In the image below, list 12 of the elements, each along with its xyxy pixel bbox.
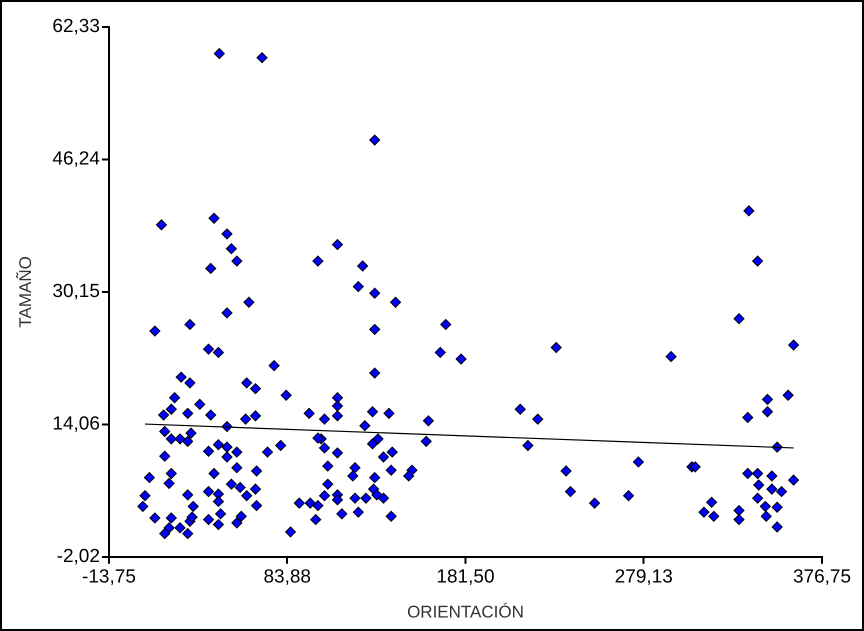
x-tick-label: 181,50 xyxy=(436,566,495,588)
x-tick-label: 376,75 xyxy=(792,566,852,588)
y-tick-label: -2,02 xyxy=(56,546,100,568)
y-tick-label: 30,15 xyxy=(52,281,100,302)
x-tick-label: 83,88 xyxy=(263,566,311,588)
y-tick-label: 14,06 xyxy=(52,414,100,435)
y-tick-label: 62,33 xyxy=(52,16,100,38)
x-tick-label: 279,13 xyxy=(614,566,673,588)
y-axis-title: TAMAÑO xyxy=(16,256,35,328)
y-tick-label: 46,24 xyxy=(52,148,100,170)
x-axis-title: ORIENTACIÓN xyxy=(407,602,524,622)
x-tick-label: -13,75 xyxy=(82,566,136,588)
